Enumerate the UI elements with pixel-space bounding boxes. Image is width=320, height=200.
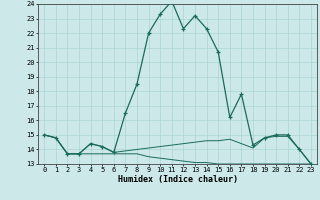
X-axis label: Humidex (Indice chaleur): Humidex (Indice chaleur) xyxy=(118,175,238,184)
